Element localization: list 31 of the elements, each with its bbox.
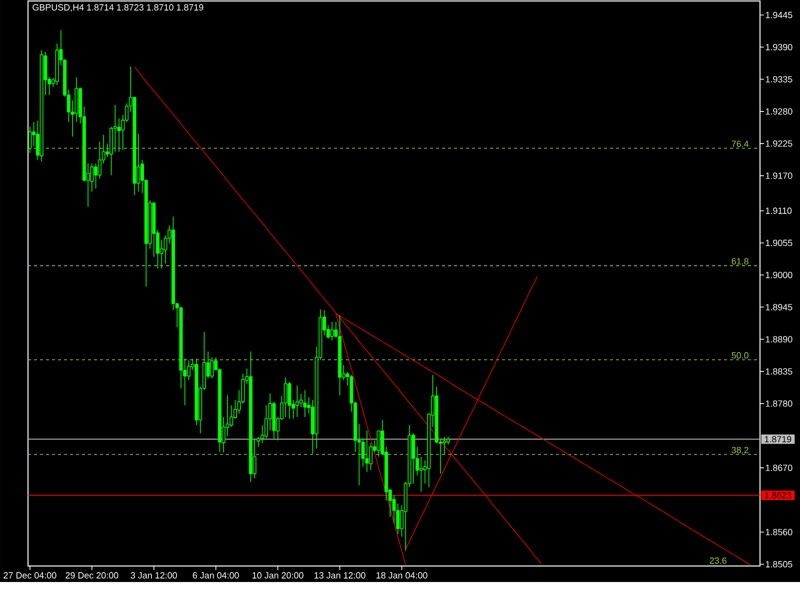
x-tick-label: 10 Jan 20:00	[252, 572, 304, 579]
x-tick-label: 18 Jan 04:00	[376, 572, 428, 579]
y-tick-label: 1.8780	[766, 400, 792, 407]
y-tick-label: 1.8670	[766, 464, 792, 472]
annotation: 38.2	[732, 446, 748, 454]
y-tick-label: 1.9335	[766, 76, 792, 82]
x-tick-label: 6 Jan 04:00	[192, 572, 239, 579]
annotation: 76.4	[732, 140, 749, 148]
y-tick-label: 1.8560	[766, 528, 792, 536]
chart-title: GBPUSD,H4 1.8714 1.8723 1.8710 1.8719	[32, 4, 204, 12]
annotation: 50.0	[732, 352, 748, 359]
y-tick-label: 1.8945	[766, 304, 792, 310]
ref-line-label: 1.8623	[764, 492, 792, 498]
x-tick-label: 3 Jan 12:00	[130, 572, 177, 579]
annotation: 61.8	[732, 258, 748, 264]
x-tick-label: 29 Dec 20:00	[66, 572, 118, 579]
y-tick-label: 1.8505	[766, 561, 792, 568]
y-tick-label: 1.9170	[766, 172, 792, 179]
ref-line-label: 1.8719	[764, 436, 792, 442]
y-tick-label: 1.8890	[766, 336, 792, 342]
y-tick-label: 1.9110	[766, 208, 792, 214]
y-tick-label: 1.9000	[766, 272, 792, 278]
y-tick-label: 1.9280	[766, 108, 792, 115]
y-tick-label: 1.9445	[766, 12, 792, 18]
y-tick-label: 1.9225	[766, 140, 792, 147]
annotation: 23.6	[710, 557, 726, 564]
y-tick-label: 1.8835	[766, 368, 792, 375]
y-tick-label: 1.9055	[766, 240, 792, 246]
x-tick-label: 27 Dec 04:00	[4, 572, 56, 579]
x-tick-label: 13 Jan 12:00	[314, 572, 366, 579]
y-tick-label: 1.9390	[766, 44, 792, 50]
